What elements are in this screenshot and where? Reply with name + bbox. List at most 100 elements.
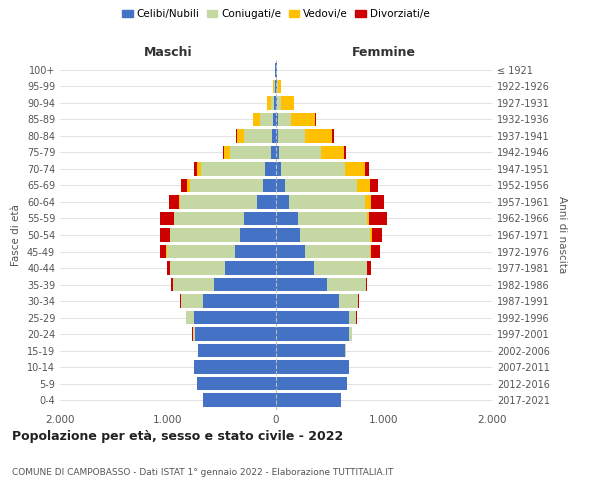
- Bar: [371, 195, 384, 209]
- Bar: [284, 178, 357, 192]
- Bar: [160, 244, 166, 258]
- Bar: [366, 278, 367, 291]
- Bar: [277, 96, 281, 110]
- Bar: [358, 294, 359, 308]
- Bar: [167, 261, 170, 275]
- Bar: [357, 178, 370, 192]
- Bar: [281, 96, 295, 110]
- Bar: [237, 129, 244, 142]
- Bar: [290, 112, 316, 126]
- Bar: [276, 212, 298, 226]
- Bar: [365, 162, 369, 175]
- Bar: [371, 228, 382, 242]
- Bar: [230, 146, 271, 159]
- Bar: [276, 328, 349, 341]
- Bar: [265, 162, 276, 175]
- Bar: [260, 112, 273, 126]
- Bar: [169, 195, 179, 209]
- Bar: [276, 146, 279, 159]
- Bar: [268, 96, 271, 110]
- Bar: [276, 129, 278, 142]
- Bar: [298, 212, 367, 226]
- Bar: [276, 311, 349, 324]
- Bar: [367, 212, 370, 226]
- Bar: [271, 96, 274, 110]
- Bar: [345, 162, 365, 175]
- Bar: [276, 195, 289, 209]
- Bar: [365, 195, 371, 209]
- Bar: [272, 129, 276, 142]
- Bar: [276, 96, 277, 110]
- Bar: [203, 394, 276, 407]
- Bar: [235, 244, 276, 258]
- Bar: [173, 278, 214, 291]
- Bar: [187, 311, 194, 324]
- Bar: [349, 328, 352, 341]
- Bar: [276, 394, 341, 407]
- Bar: [279, 146, 322, 159]
- Bar: [160, 228, 170, 242]
- Bar: [332, 129, 334, 142]
- Bar: [305, 129, 332, 142]
- Bar: [179, 195, 180, 209]
- Bar: [167, 244, 235, 258]
- Bar: [195, 328, 276, 341]
- Bar: [314, 261, 367, 275]
- Bar: [244, 212, 276, 226]
- Bar: [344, 146, 346, 159]
- Bar: [198, 344, 276, 358]
- Bar: [371, 244, 380, 258]
- Bar: [180, 195, 257, 209]
- Bar: [181, 294, 203, 308]
- Bar: [276, 112, 278, 126]
- Bar: [289, 195, 365, 209]
- Bar: [160, 212, 174, 226]
- Bar: [276, 162, 281, 175]
- Bar: [276, 377, 347, 390]
- Bar: [370, 212, 386, 226]
- Bar: [275, 80, 276, 93]
- Bar: [241, 228, 276, 242]
- Bar: [194, 360, 276, 374]
- Bar: [263, 178, 276, 192]
- Bar: [235, 129, 237, 142]
- Bar: [274, 96, 276, 110]
- Bar: [367, 261, 371, 275]
- Bar: [276, 178, 284, 192]
- Bar: [338, 294, 358, 308]
- Bar: [370, 178, 377, 192]
- Bar: [300, 228, 370, 242]
- Bar: [203, 294, 276, 308]
- Y-axis label: Anni di nascita: Anni di nascita: [557, 196, 566, 274]
- Bar: [190, 178, 263, 192]
- Text: Maschi: Maschi: [143, 46, 193, 59]
- Bar: [193, 328, 195, 341]
- Bar: [276, 244, 305, 258]
- Bar: [194, 311, 276, 324]
- Bar: [276, 278, 327, 291]
- Bar: [257, 195, 276, 209]
- Bar: [322, 146, 344, 159]
- Text: Femmine: Femmine: [352, 46, 416, 59]
- Bar: [273, 112, 276, 126]
- Bar: [281, 162, 345, 175]
- Bar: [244, 129, 272, 142]
- Bar: [175, 212, 244, 226]
- Bar: [214, 278, 276, 291]
- Bar: [179, 294, 181, 308]
- Bar: [170, 261, 225, 275]
- Bar: [370, 228, 371, 242]
- Bar: [197, 377, 276, 390]
- Bar: [181, 178, 187, 192]
- Text: Popolazione per età, sesso e stato civile - 2022: Popolazione per età, sesso e stato civil…: [12, 430, 343, 443]
- Bar: [276, 228, 300, 242]
- Bar: [194, 162, 197, 175]
- Bar: [327, 278, 365, 291]
- Bar: [278, 112, 290, 126]
- Bar: [276, 261, 314, 275]
- Bar: [224, 146, 230, 159]
- Bar: [276, 80, 277, 93]
- Legend: Celibi/Nubili, Coniugati/e, Vedovi/e, Divorziati/e: Celibi/Nubili, Coniugati/e, Vedovi/e, Di…: [118, 5, 434, 24]
- Bar: [349, 311, 356, 324]
- Bar: [276, 344, 345, 358]
